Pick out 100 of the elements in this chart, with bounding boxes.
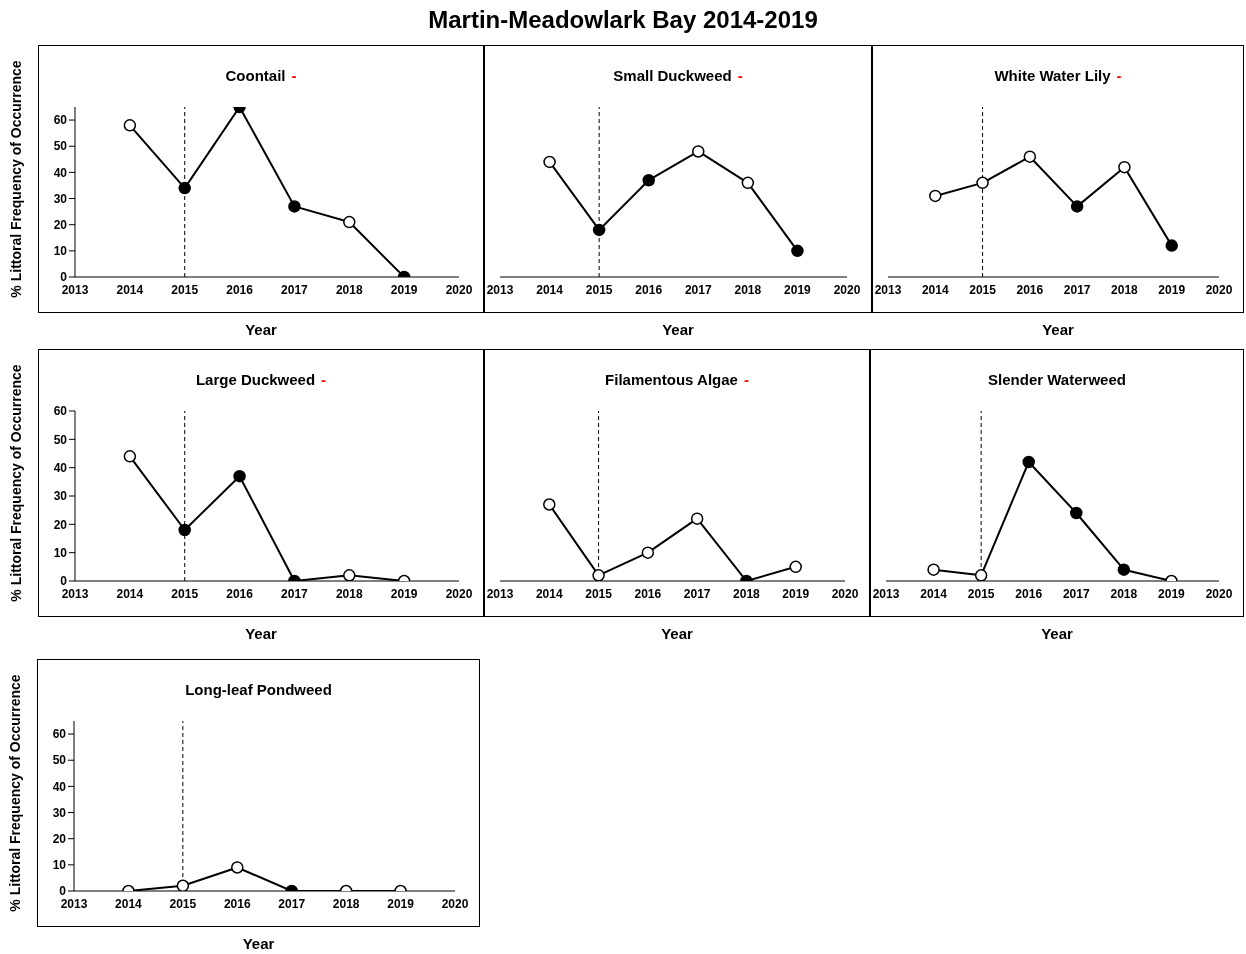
chart-title: Long-leaf Pondweed	[185, 681, 332, 698]
x-tick-label: 2016	[226, 586, 254, 601]
x-tick-label: 2014	[116, 282, 144, 297]
chart-title: Coontail	[225, 67, 286, 84]
x-tick-label: 2019	[1158, 282, 1186, 297]
x-axis-title: Year	[661, 321, 695, 338]
y-tick-label: 40	[52, 779, 67, 794]
y-tick-label: 60	[53, 113, 68, 128]
y-tick-label: 20	[53, 517, 68, 532]
x-tick-label: 2017	[1063, 282, 1091, 297]
point	[929, 189, 942, 203]
y-tick-label: 30	[53, 191, 68, 206]
text: -	[321, 371, 327, 388]
x-tick-label: 2018	[335, 282, 363, 297]
point	[592, 223, 606, 237]
y-tick-label: 0	[59, 884, 67, 899]
y-tick-label: 20	[53, 217, 68, 232]
x-tick-label: 2020	[1205, 586, 1233, 601]
x-tick-label: 2016	[635, 282, 663, 297]
x-tick-label: 2018	[1110, 586, 1138, 601]
point	[1023, 150, 1037, 163]
x-tick-label: 2020	[445, 586, 473, 601]
point	[123, 450, 137, 463]
y-tick-label: 50	[52, 753, 67, 768]
x-tick-label: 2018	[335, 586, 363, 601]
y-tick-label: 30	[52, 805, 67, 820]
x-tick-label: 2019	[782, 586, 810, 601]
x-tick-label: 2014	[535, 586, 563, 601]
x-tick-label: 2020	[441, 896, 469, 911]
x-tick-label: 2020	[1205, 282, 1233, 297]
x-tick-label: 2017	[278, 896, 306, 911]
chart-title: Small Duckweed	[613, 67, 732, 84]
point	[789, 560, 802, 574]
x-tick-label: 2019	[390, 282, 418, 297]
point	[1118, 160, 1131, 174]
x-tick-label: 2014	[115, 896, 143, 911]
x-axis-title: Year	[1041, 321, 1075, 338]
point	[641, 546, 655, 559]
point	[791, 244, 804, 258]
y-tick-label: 10	[53, 545, 68, 560]
y-axis-title: % Littoral Frequency of Occurrence	[8, 364, 25, 602]
x-tick-label: 2017	[1062, 586, 1090, 601]
y-tick-label: 50	[53, 139, 68, 154]
point	[543, 155, 556, 169]
x-tick-label: 2019	[390, 586, 418, 601]
point	[1070, 506, 1083, 520]
x-tick-label: 2020	[445, 282, 473, 297]
point	[1022, 455, 1035, 469]
x-tick-label: 2014	[536, 282, 564, 297]
point	[741, 176, 755, 190]
x-tick-label: 2018	[734, 282, 762, 297]
point	[974, 569, 988, 581]
x-tick-label: 2016	[223, 896, 251, 911]
text: -	[743, 371, 749, 388]
y-tick-label: 50	[53, 432, 68, 447]
y-axis-title: % Littoral Frequency of Occurrence	[7, 674, 24, 912]
x-axis-title: Year	[1040, 625, 1074, 642]
text: -	[737, 67, 743, 84]
x-tick-label: 2019	[387, 896, 415, 911]
x-axis-title: Year	[660, 625, 694, 642]
x-tick-label: 2018	[733, 586, 761, 601]
point	[976, 176, 989, 190]
y-tick-label: 40	[53, 460, 68, 475]
y-tick-label: 40	[53, 165, 68, 180]
point	[690, 512, 704, 525]
point	[233, 469, 246, 483]
point	[642, 173, 655, 187]
point	[543, 498, 556, 511]
text: Martin-Meadowlark Bay 2014-2019	[427, 6, 819, 34]
x-tick-label: 2015	[171, 586, 199, 601]
x-axis-title: Year	[244, 625, 278, 642]
point	[178, 181, 191, 195]
x-tick-label: 2020	[831, 586, 859, 601]
point	[692, 145, 705, 158]
point	[927, 563, 940, 576]
x-tick-label: 2013	[874, 282, 902, 297]
y-tick-label: 10	[53, 244, 68, 259]
chart-title: Large Duckweed	[195, 371, 316, 388]
x-tick-label: 2014	[116, 586, 144, 601]
x-tick-label: 2020	[833, 282, 861, 297]
y-tick-label: 0	[60, 574, 68, 589]
text: -	[1116, 67, 1122, 84]
x-tick-label: 2015	[967, 586, 995, 601]
x-tick-label: 2013	[486, 282, 514, 297]
x-tick-label: 2018	[332, 896, 360, 911]
x-tick-label: 2014	[921, 282, 949, 297]
point	[1070, 200, 1084, 213]
y-tick-label: 10	[52, 858, 67, 873]
x-tick-label: 2016	[1016, 282, 1044, 297]
x-tick-label: 2013	[60, 896, 88, 911]
x-tick-label: 2019	[784, 282, 812, 297]
y-tick-label: 20	[52, 831, 67, 846]
point	[343, 215, 356, 229]
x-tick-label: 2013	[872, 586, 900, 601]
x-tick-label: 2014	[920, 586, 948, 601]
y-axis-title: % Littoral Frequency of Occurrence	[8, 60, 25, 298]
y-tick-label: 60	[52, 727, 67, 742]
point	[288, 200, 301, 213]
point	[178, 523, 191, 537]
x-tick-label: 2016	[634, 586, 662, 601]
